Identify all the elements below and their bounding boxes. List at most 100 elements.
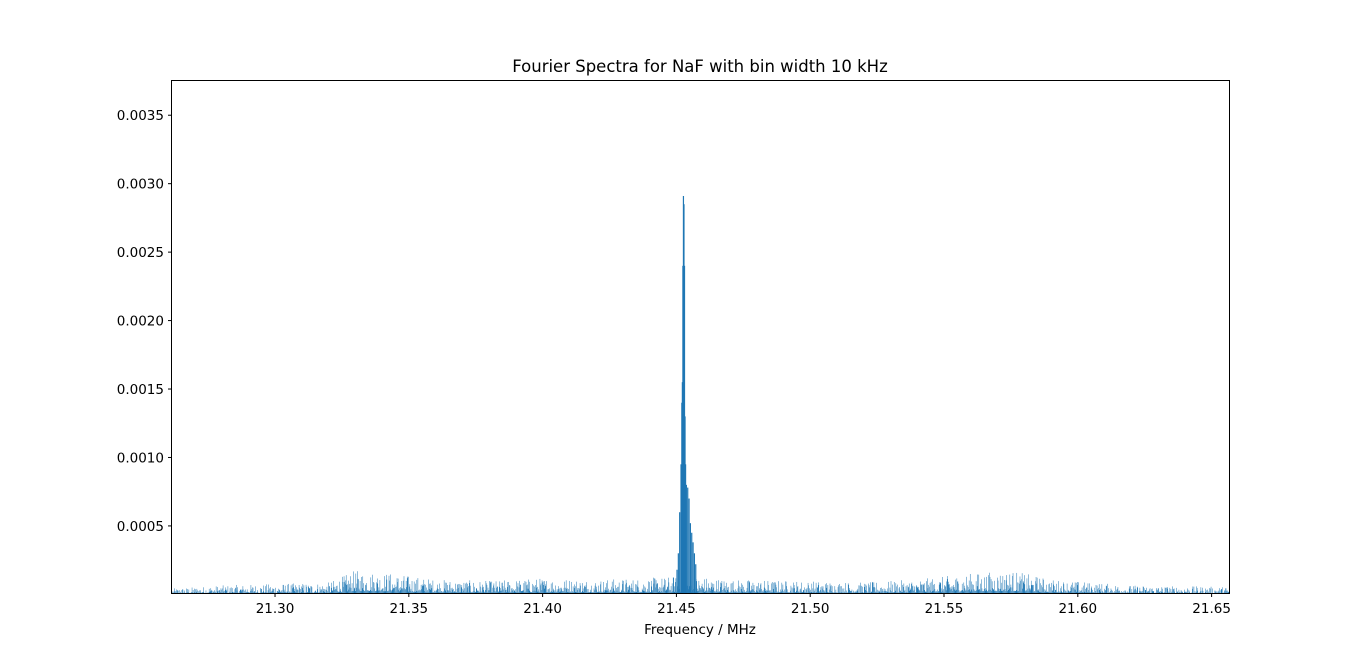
spectrum-bar bbox=[198, 591, 199, 593]
spectrum-bar bbox=[1171, 591, 1173, 593]
spectrum-bar bbox=[573, 592, 574, 593]
spectrum-bar bbox=[814, 588, 816, 593]
spectrum-bar bbox=[961, 583, 963, 593]
spectrum-bar bbox=[782, 589, 783, 593]
spectrum-bar bbox=[556, 591, 557, 593]
spectrum-bar bbox=[880, 587, 881, 593]
spectrum-bar bbox=[481, 592, 482, 593]
spectrum-bar bbox=[253, 591, 255, 593]
spectrum-bar bbox=[868, 585, 870, 593]
peak-bar bbox=[677, 553, 679, 593]
spectrum-bar bbox=[788, 592, 789, 593]
spectrum-bar bbox=[460, 592, 461, 593]
spectrum-bar bbox=[329, 592, 331, 593]
spectrum-bar bbox=[405, 580, 407, 593]
spectrum-bar bbox=[361, 588, 363, 593]
spectrum-bar bbox=[429, 583, 430, 593]
spectrum-bar bbox=[360, 591, 361, 593]
spectrum-bar bbox=[968, 589, 969, 593]
spectrum-bar bbox=[513, 589, 514, 593]
spectrum-bar bbox=[952, 587, 954, 593]
spectrum-bar bbox=[799, 589, 801, 593]
spectrum-bar bbox=[393, 588, 395, 593]
spectrum-bar bbox=[220, 588, 222, 593]
spectrum-bar bbox=[1013, 591, 1014, 593]
spectrum-bar bbox=[652, 591, 654, 593]
spectrum-bar bbox=[335, 589, 337, 593]
spectrum-bar bbox=[488, 590, 490, 593]
spectrum-bar bbox=[1157, 588, 1159, 593]
spectrum-bar bbox=[530, 591, 531, 593]
spectrum-bar bbox=[979, 589, 981, 593]
spectrum-bar bbox=[410, 590, 411, 593]
spectrum-bar bbox=[443, 580, 445, 593]
spectrum-bar bbox=[920, 584, 922, 593]
spectrum-bar bbox=[337, 591, 339, 593]
spectrum-bar bbox=[708, 588, 710, 593]
spectrum-bar bbox=[893, 592, 894, 593]
spectrum-bar bbox=[409, 586, 410, 593]
spectrum-bar bbox=[1086, 587, 1087, 593]
spectrum-bar bbox=[995, 590, 997, 593]
spectrum-bar bbox=[398, 589, 399, 593]
spectrum-bar bbox=[1026, 590, 1027, 593]
spectrum-bar bbox=[644, 586, 646, 593]
spectrum-bar bbox=[1174, 591, 1175, 593]
spectrum-bar bbox=[276, 590, 278, 593]
spectrum-bar bbox=[862, 586, 863, 593]
spectrum-bar bbox=[482, 589, 484, 593]
spectrum-bar bbox=[202, 592, 204, 593]
spectrum-bar bbox=[1098, 584, 1100, 593]
spectrum-bar bbox=[949, 584, 950, 593]
spectrum-bar bbox=[731, 590, 732, 593]
spectrum-bar bbox=[771, 582, 773, 593]
spectrum-bar bbox=[307, 585, 309, 593]
spectrum-bar bbox=[275, 587, 276, 593]
spectrum-bar bbox=[397, 578, 399, 593]
spectrum-bar bbox=[602, 591, 604, 593]
spectrum-bar bbox=[1226, 592, 1228, 593]
spectrum-bar bbox=[779, 589, 781, 593]
spectrum-bar bbox=[540, 583, 542, 593]
spectrum-bar bbox=[1075, 582, 1077, 593]
spectrum-bar bbox=[477, 590, 478, 593]
spectrum-bar bbox=[1139, 587, 1141, 593]
spectrum-bar bbox=[283, 589, 285, 593]
spectrum-bar bbox=[893, 582, 895, 593]
spectrum-bar bbox=[583, 588, 585, 593]
spectrum-bar bbox=[388, 575, 390, 593]
spectrum-bar bbox=[595, 589, 597, 593]
spectrum-bar bbox=[950, 589, 951, 593]
spectrum-bar bbox=[463, 582, 465, 593]
spectrum-bar bbox=[363, 583, 364, 593]
spectrum-bar bbox=[631, 583, 632, 593]
spectrum-bar bbox=[774, 591, 776, 593]
spectrum-bar bbox=[916, 587, 918, 593]
spectrum-bar bbox=[890, 590, 891, 593]
spectrum-bar bbox=[260, 588, 262, 593]
spectrum-bar bbox=[875, 591, 877, 593]
spectrum-bar bbox=[751, 585, 752, 593]
spectrum-bar bbox=[289, 591, 291, 593]
spectrum-bar bbox=[748, 580, 749, 593]
spectrum-bar bbox=[412, 591, 414, 593]
spectrum-bar bbox=[359, 590, 360, 593]
spectrum-bar bbox=[927, 588, 929, 593]
spectrum-bar bbox=[988, 575, 989, 593]
spectrum-bar bbox=[507, 587, 508, 593]
spectrum-bar bbox=[526, 588, 528, 593]
spectrum-bar bbox=[222, 585, 224, 593]
spectrum-bar bbox=[606, 583, 607, 593]
spectrum-bar bbox=[378, 587, 380, 593]
spectrum-bar bbox=[1041, 585, 1042, 593]
spectrum-bar bbox=[459, 592, 460, 593]
spectrum-bar bbox=[176, 591, 178, 593]
spectrum-bar bbox=[566, 588, 567, 593]
spectrum-bar bbox=[1008, 585, 1009, 593]
spectrum-bar bbox=[694, 591, 696, 593]
spectrum-bar bbox=[348, 580, 349, 593]
spectrum-bar bbox=[705, 590, 706, 593]
spectrum-bar bbox=[527, 584, 528, 593]
spectrum-bar bbox=[308, 587, 309, 593]
spectrum-bar bbox=[1166, 587, 1168, 593]
